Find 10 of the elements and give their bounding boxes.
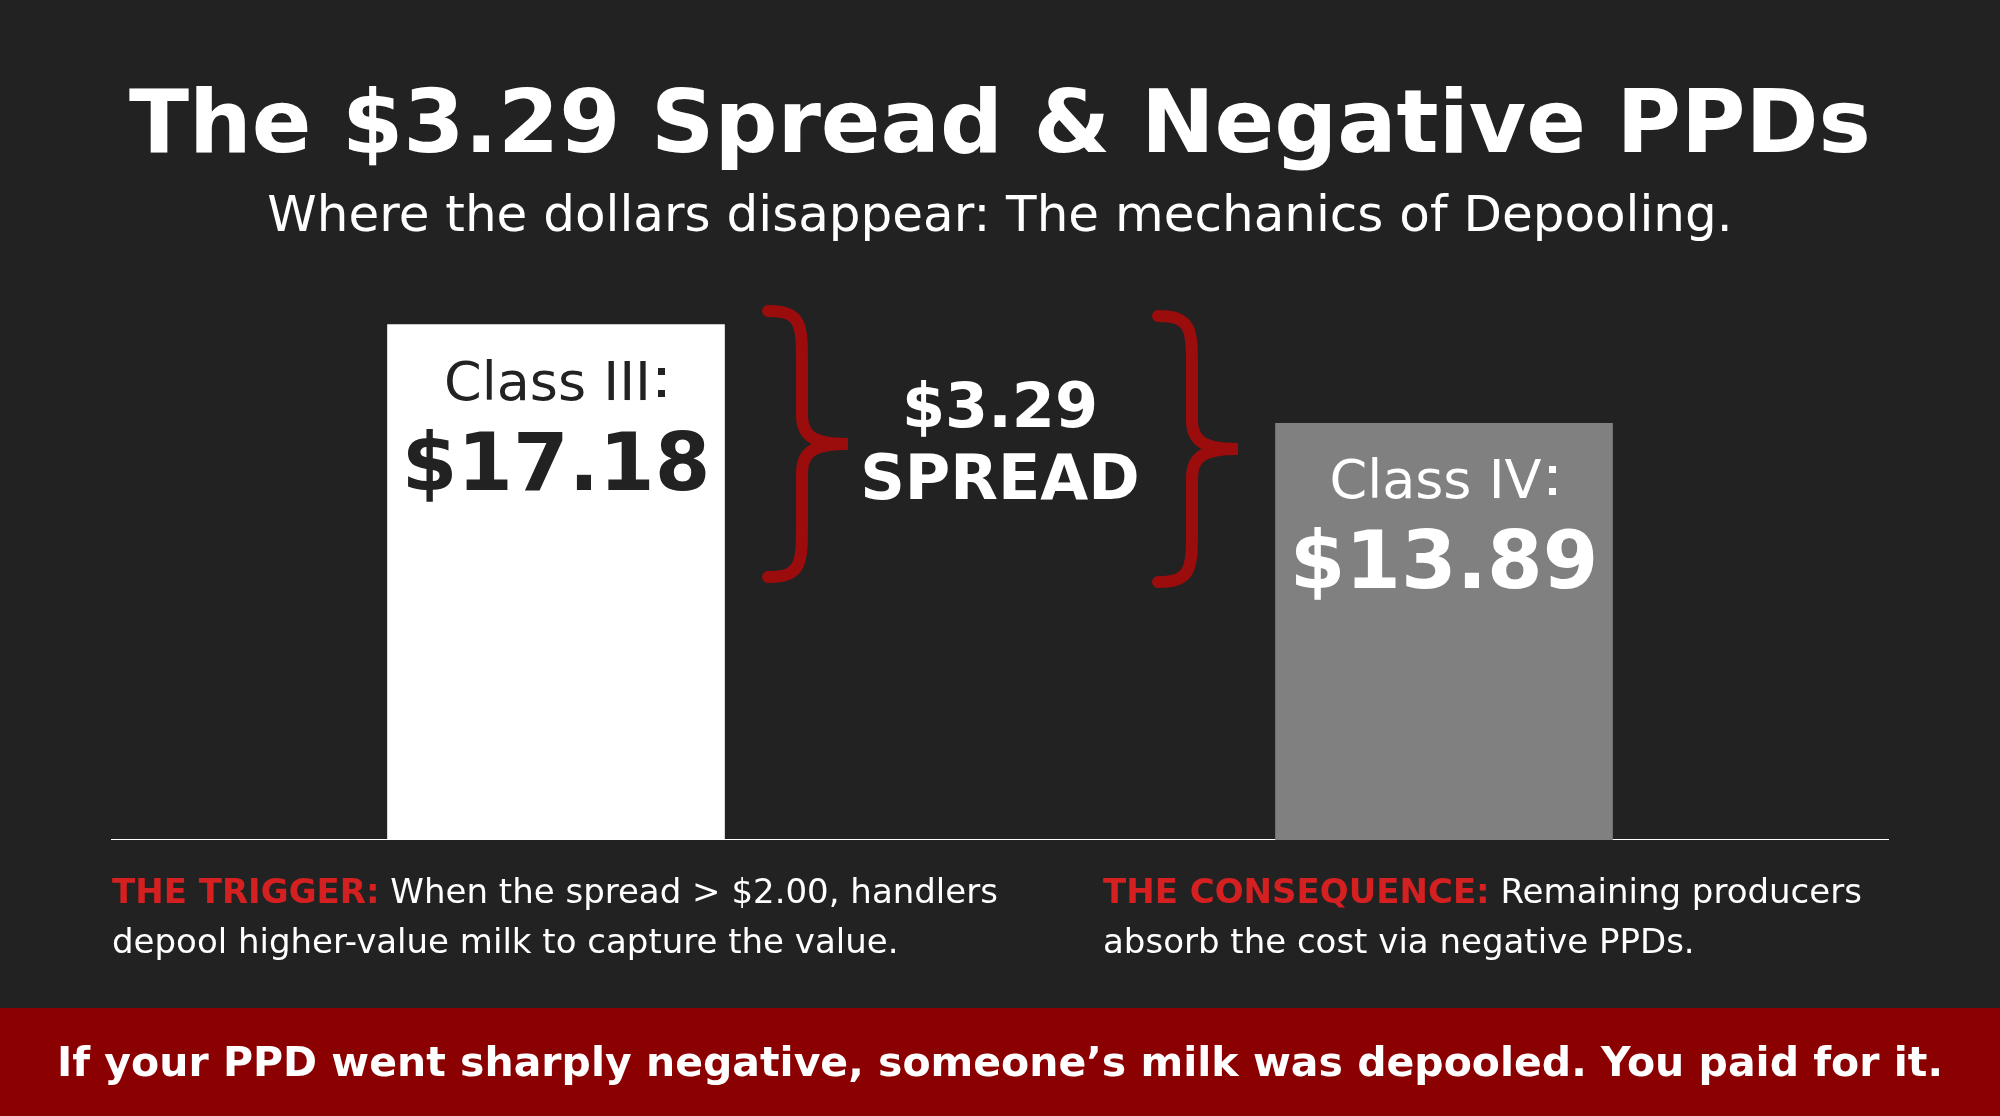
x-tick-label: Class III — [443, 349, 651, 413]
x-tick-label: Class IV — [1329, 448, 1542, 512]
annotation: $3.29 SPREAD — [860, 369, 1140, 514]
data-label: $17.18 — [401, 415, 711, 509]
data-label: $13.89 — [1289, 514, 1599, 608]
text: THE TRIGGER: When the spread > $2.00, handlers depool higher-value milk to capture the value. — [112, 870, 999, 963]
chart-title: The $3.29 Spread & Negative PPDs — [128, 70, 1872, 173]
text: THE CONSEQUENCE: Remaining producers absorb the cost via negative PPDs. — [1103, 870, 1863, 963]
text: If your PPD went sharply negative, someone’s milk was depooled. You paid for it. — [0, 1008, 2000, 1116]
chart-subtitle: Where the dollars disappear: The mechanics of Depooling. — [266, 185, 1734, 243]
